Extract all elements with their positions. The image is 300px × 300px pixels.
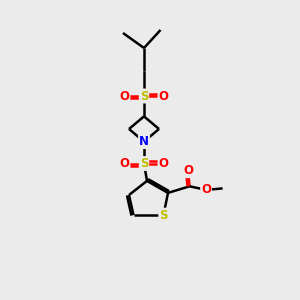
Text: S: S (159, 208, 168, 222)
Text: O: O (158, 89, 169, 103)
Text: O: O (119, 89, 130, 103)
Text: O: O (158, 157, 169, 170)
Text: S: S (140, 89, 148, 103)
Text: O: O (183, 164, 193, 177)
Text: N: N (139, 135, 149, 148)
Text: O: O (201, 183, 211, 196)
Text: O: O (119, 157, 130, 170)
Text: S: S (140, 157, 148, 170)
